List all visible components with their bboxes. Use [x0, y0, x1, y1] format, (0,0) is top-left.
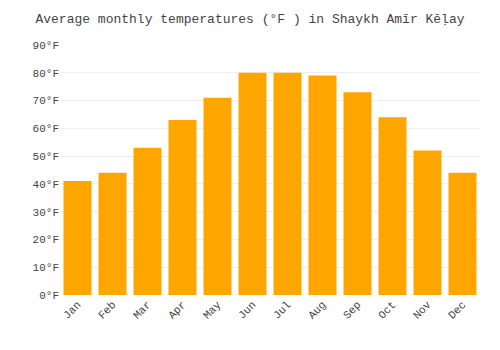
svg-text:40°F: 40°F [33, 179, 59, 191]
svg-text:10°F: 10°F [33, 262, 59, 274]
svg-text:Mar: Mar [131, 299, 153, 321]
svg-text:Sep: Sep [341, 299, 363, 321]
svg-text:80°F: 80°F [33, 68, 59, 80]
svg-text:Jan: Jan [61, 299, 83, 321]
svg-text:70°F: 70°F [33, 95, 59, 107]
svg-text:60°F: 60°F [33, 123, 59, 135]
svg-text:0°F: 0°F [39, 290, 59, 302]
svg-text:Jun: Jun [236, 299, 258, 321]
svg-text:20°F: 20°F [33, 234, 59, 246]
svg-text:90°F: 90°F [33, 40, 59, 52]
svg-text:Feb: Feb [96, 299, 118, 321]
svg-text:Nov: Nov [411, 299, 434, 322]
svg-text:Average monthly temperatures (: Average monthly temperatures (°F ) in Sh… [35, 12, 464, 27]
svg-text:Apr: Apr [166, 299, 188, 321]
svg-text:30°F: 30°F [33, 207, 59, 219]
svg-text:Aug: Aug [306, 299, 328, 321]
svg-text:Oct: Oct [376, 299, 398, 321]
svg-text:Dec: Dec [446, 299, 468, 321]
svg-text:May: May [201, 299, 224, 322]
svg-text:Jul: Jul [271, 299, 293, 321]
svg-text:50°F: 50°F [33, 151, 59, 163]
